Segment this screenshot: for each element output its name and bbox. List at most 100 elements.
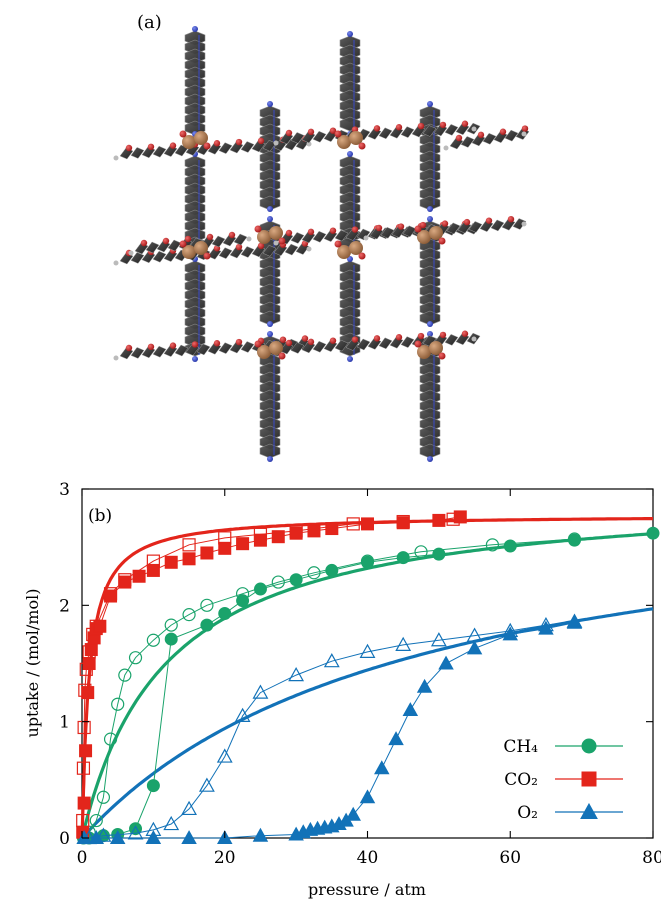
- legend-marker: [581, 738, 597, 754]
- co2-adsorption-point: [93, 619, 107, 633]
- co2-adsorption-point: [325, 522, 339, 536]
- linker-column: [259, 101, 281, 212]
- copper-node: [414, 340, 446, 360]
- o2-desorption-line: [89, 621, 575, 839]
- ch4-adsorption-point: [361, 555, 374, 569]
- y-axis-title: uptake / (mol/mol): [23, 589, 42, 738]
- paddlewheel-layer: [363, 216, 527, 241]
- ch4-desorption-point: [182, 608, 196, 622]
- isotherm-chart: 0 20 40 60 80 0 1 2 3 (b) pressure / atm uptake …: [23, 480, 661, 899]
- co2-adsorption-point: [453, 510, 467, 524]
- panel-b-label: (b): [88, 506, 112, 526]
- o2-desorption-point: [163, 815, 180, 831]
- legend-label: CO₂: [504, 770, 538, 790]
- o2-adsorption-point: [145, 830, 162, 845]
- o2-adsorption-point: [502, 626, 518, 641]
- linker-column: [184, 26, 206, 137]
- o2-adsorption-point: [566, 614, 583, 629]
- co2-desorption-line: [82, 518, 454, 821]
- x-tick-label: 40: [357, 848, 379, 868]
- co2-adsorption-point: [236, 537, 250, 551]
- o2-adsorption-point: [76, 830, 92, 845]
- o2-adsorption-point: [402, 702, 419, 717]
- co2-adsorption-point: [253, 533, 267, 547]
- legend-item-ch4: CH₄: [503, 737, 623, 757]
- o2-desorption-point: [323, 653, 340, 668]
- co2-adsorption-point: [104, 589, 118, 603]
- ch4-desorption-point: [307, 566, 321, 580]
- o2-fit-curve: [80, 607, 654, 840]
- co2-adsorption-point: [79, 744, 93, 758]
- o2-desorption-point: [181, 800, 197, 816]
- ch4-adsorption-point: [503, 539, 517, 553]
- x-axis-title: pressure / atm: [308, 880, 426, 899]
- co2-adsorption-point: [132, 569, 146, 583]
- co2-adsorption-point: [361, 517, 374, 531]
- y-tick-label: 0: [59, 829, 70, 849]
- co2-adsorption-point: [82, 657, 96, 670]
- ch4-desorption-point: [103, 732, 118, 746]
- ch4-desorption-point: [146, 633, 160, 647]
- ch4-desorption-point: [118, 668, 132, 682]
- y-tick-label: 1: [59, 713, 70, 733]
- co2-adsorption-point: [432, 513, 446, 527]
- ch4-adsorption-point: [432, 547, 446, 561]
- co2-adsorption-point: [289, 526, 303, 540]
- mof-framework-illustration: [113, 26, 530, 462]
- o2-desorption-point: [395, 636, 412, 652]
- y-tick-label: 3: [59, 480, 70, 500]
- legend-marker: [580, 802, 598, 819]
- ch4-adsorption-point: [396, 551, 410, 565]
- o2-adsorption-point: [345, 806, 361, 821]
- co2-adsorption-point: [118, 575, 132, 589]
- legend-marker: [581, 771, 597, 787]
- o2-adsorption-point: [109, 830, 126, 845]
- o2-desorption-point: [234, 707, 251, 722]
- x-tick-label: 60: [499, 848, 521, 868]
- ch4-desorption-point: [96, 790, 111, 804]
- co2-desorption-point: [182, 538, 196, 552]
- copper-node: [414, 225, 446, 245]
- legend-label: CH₄: [503, 737, 538, 757]
- axes-layer: 0 20 40 60 80 0 1 2 3: [59, 480, 661, 868]
- o2-adsorption-line: [84, 622, 575, 839]
- co2-adsorption-point: [271, 530, 285, 544]
- ch4-desorption-point: [414, 545, 428, 559]
- ch4-adsorption-point: [218, 606, 232, 620]
- ch4-desorption-point: [271, 575, 285, 589]
- copper-node: [179, 240, 211, 260]
- o2-desorption-point: [252, 684, 269, 699]
- o2-series: [76, 613, 583, 845]
- ch4-adsorption-point: [200, 618, 214, 632]
- linker-column: [259, 331, 281, 462]
- ch4-adsorption-point: [253, 582, 267, 596]
- o2-adsorption-point: [416, 678, 433, 693]
- co2-adsorption-point: [307, 524, 321, 538]
- o2-desorption-point: [95, 827, 112, 842]
- o2-adsorption-point: [252, 827, 269, 842]
- o2-desorption-point: [216, 748, 233, 763]
- ch4-adsorption-point: [289, 573, 303, 587]
- legend-item-o2: O₂: [517, 802, 623, 823]
- ch4-desorption-point: [111, 697, 125, 711]
- co2-series: [76, 510, 467, 839]
- o2-desorption-point: [198, 777, 215, 792]
- o2-desorption-point: [430, 632, 447, 647]
- o2-adsorption-point: [438, 655, 454, 670]
- panel-a-label: (a): [137, 12, 162, 33]
- ch4-desorption-point: [200, 598, 214, 612]
- o2-desorption-point: [359, 643, 376, 658]
- o2-desorption-point: [127, 825, 144, 840]
- linker-column: [419, 101, 441, 212]
- o2-adsorption-point: [359, 789, 376, 804]
- co2-adsorption-point: [77, 796, 91, 810]
- legend-item-co2: CO₂: [504, 770, 623, 790]
- copper-node: [179, 130, 211, 150]
- copper-node: [334, 240, 366, 260]
- co2-desorption-point: [346, 517, 360, 531]
- ch4-desorption-point: [485, 538, 500, 552]
- legend: CH₄ CO₂ O₂: [503, 737, 623, 823]
- co2-adsorption-point: [146, 563, 160, 577]
- o2-adsorption-point: [466, 640, 483, 655]
- o2-adsorption-point: [88, 830, 105, 845]
